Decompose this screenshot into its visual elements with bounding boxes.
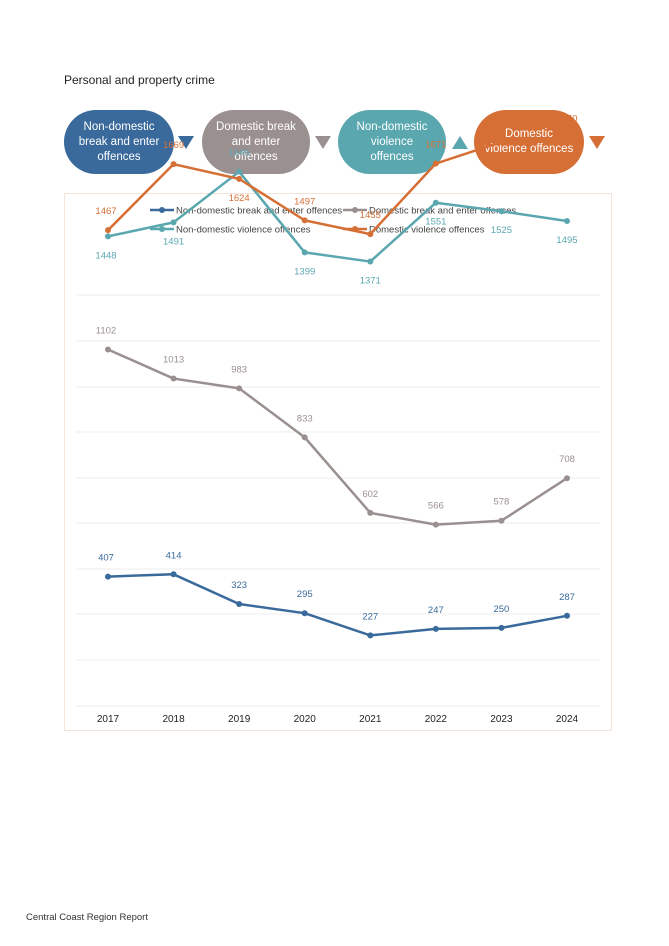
data-point xyxy=(367,509,374,516)
data-label: 287 xyxy=(559,592,575,603)
data-point xyxy=(170,219,177,226)
data-point xyxy=(432,160,439,167)
indicator-label: Non-domestic break and enter offences xyxy=(78,120,160,163)
x-tick-label: 2019 xyxy=(228,714,251,725)
series-line xyxy=(107,348,568,526)
legend-marker xyxy=(159,207,165,213)
data-point xyxy=(432,199,439,206)
data-label: 1371 xyxy=(360,276,381,287)
trend-down-icon xyxy=(178,136,194,149)
data-label: 1624 xyxy=(229,193,250,204)
data-label: 1455 xyxy=(360,210,381,221)
data-point xyxy=(432,625,439,632)
x-tick-label: 2017 xyxy=(97,714,120,725)
data-label: 1399 xyxy=(294,266,315,277)
data-point xyxy=(236,601,243,608)
legend-label: Non-domestic violence offences xyxy=(176,225,311,236)
data-label: 247 xyxy=(428,605,444,616)
data-point xyxy=(105,346,111,353)
data-point xyxy=(105,227,111,234)
data-point xyxy=(170,375,177,382)
data-point xyxy=(236,175,243,182)
data-label: 578 xyxy=(493,497,509,508)
data-point xyxy=(432,521,439,528)
x-tick-label: 2023 xyxy=(490,714,513,725)
trend-down-icon xyxy=(315,136,331,149)
data-label: 983 xyxy=(231,364,247,375)
indicator-label: Non-domestic violence offences xyxy=(356,120,428,163)
data-label: 708 xyxy=(559,454,575,465)
legend-label: Domestic break and enter offences xyxy=(369,206,516,217)
trend-up-icon xyxy=(452,136,468,149)
data-point xyxy=(498,624,505,631)
indicator-label: Domestic break and enter offences xyxy=(216,120,296,163)
data-label: 1102 xyxy=(96,325,116,336)
x-tick-label: 2020 xyxy=(294,714,317,725)
data-label: 1669 xyxy=(163,140,184,151)
data-point xyxy=(236,168,243,175)
data-point xyxy=(301,610,308,617)
legend-marker xyxy=(352,207,358,213)
x-tick-label: 2021 xyxy=(359,714,382,725)
x-tick-label: 2024 xyxy=(556,714,579,725)
data-label: 566 xyxy=(428,501,444,512)
data-label: 1671 xyxy=(425,140,446,151)
chart-frame xyxy=(64,193,612,731)
data-label: 227 xyxy=(362,611,378,622)
data-label: 1737 xyxy=(491,118,512,129)
data-label: 323 xyxy=(231,580,247,591)
data-point xyxy=(498,138,505,145)
data-point xyxy=(236,385,243,392)
data-point xyxy=(367,231,374,238)
series-line xyxy=(107,573,568,637)
series-line xyxy=(107,170,568,263)
data-label: 407 xyxy=(98,553,114,564)
data-label: 295 xyxy=(297,589,313,600)
legend-label: Domestic violence offences xyxy=(369,225,485,236)
data-point xyxy=(498,208,505,215)
data-label: 1467 xyxy=(95,206,116,217)
data-label: 414 xyxy=(166,550,182,561)
data-point xyxy=(105,573,111,580)
data-label: 1525 xyxy=(491,225,512,236)
section-title: Personal and property crime xyxy=(64,73,215,87)
series-line xyxy=(107,136,568,236)
data-point xyxy=(367,258,374,265)
data-point xyxy=(367,632,374,639)
indicator-pill: Non-domestic break and enter offences xyxy=(64,110,174,174)
data-point xyxy=(301,434,308,441)
footer-text: Central Coast Region Report xyxy=(26,912,148,923)
data-point xyxy=(301,217,308,224)
indicator-pill: Domestic violence offences xyxy=(474,110,584,174)
legend-label: Non-domestic break and enter offences xyxy=(176,206,342,217)
data-point xyxy=(170,161,177,168)
data-label: 1491 xyxy=(163,236,184,247)
data-label: 1495 xyxy=(556,235,577,246)
data-label: 250 xyxy=(493,604,509,615)
data-point xyxy=(564,134,570,141)
data-label: 1551 xyxy=(425,217,446,228)
data-label: 1646 xyxy=(229,148,250,159)
data-point xyxy=(170,571,177,578)
indicator-label: Domestic violence offences xyxy=(484,128,574,155)
data-point xyxy=(301,249,308,256)
data-point xyxy=(564,218,570,225)
data-label: 1750 xyxy=(556,114,577,125)
data-point xyxy=(105,233,111,240)
data-label: 602 xyxy=(362,489,378,500)
data-label: 1497 xyxy=(294,196,315,207)
data-point xyxy=(498,517,505,524)
data-label: 1448 xyxy=(95,250,116,261)
indicator-pill: Non-domestic violence offences xyxy=(338,110,446,174)
trend-down-icon xyxy=(589,136,605,149)
indicator-pill: Domestic break and enter offences xyxy=(202,110,310,174)
data-point xyxy=(564,612,570,619)
legend-marker xyxy=(159,226,165,232)
data-point xyxy=(564,475,570,482)
data-label: 833 xyxy=(297,413,313,424)
x-tick-label: 2022 xyxy=(425,714,448,725)
x-tick-label: 2018 xyxy=(162,714,185,725)
data-label: 1013 xyxy=(163,355,184,366)
